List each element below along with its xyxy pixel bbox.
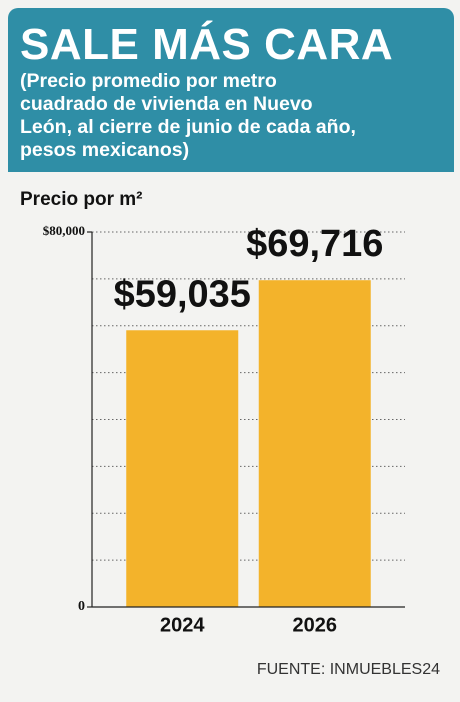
header: SALE MÁS CARA (Precio promedio por metro… [8, 8, 454, 172]
value-label: $69,716 [246, 223, 383, 265]
y-tick-label: $80,000 [43, 223, 85, 238]
subtitle-line: cuadrado de vivienda en Nuevo [20, 93, 313, 115]
chart-title: SALE MÁS CARA [20, 20, 394, 69]
value-label: $59,035 [114, 273, 251, 315]
x-tick-label: 2026 [293, 614, 338, 636]
y-tick-label: 0 [78, 599, 85, 614]
subtitle-line: pesos mexicanos) [20, 139, 190, 161]
subtitle-line: León, al cierre de junio de cada año, [20, 116, 356, 138]
x-tick-label: 2024 [160, 614, 205, 636]
subtitle-line: (Precio promedio por metro [20, 70, 277, 92]
y-axis-label: Precio por m² [20, 189, 142, 210]
bar [258, 280, 371, 607]
source: FUENTE: INMUEBLES24 [257, 661, 440, 678]
subtitle: (Precio promedio por metro cuadrado de vi… [20, 70, 356, 162]
bar [126, 330, 239, 607]
